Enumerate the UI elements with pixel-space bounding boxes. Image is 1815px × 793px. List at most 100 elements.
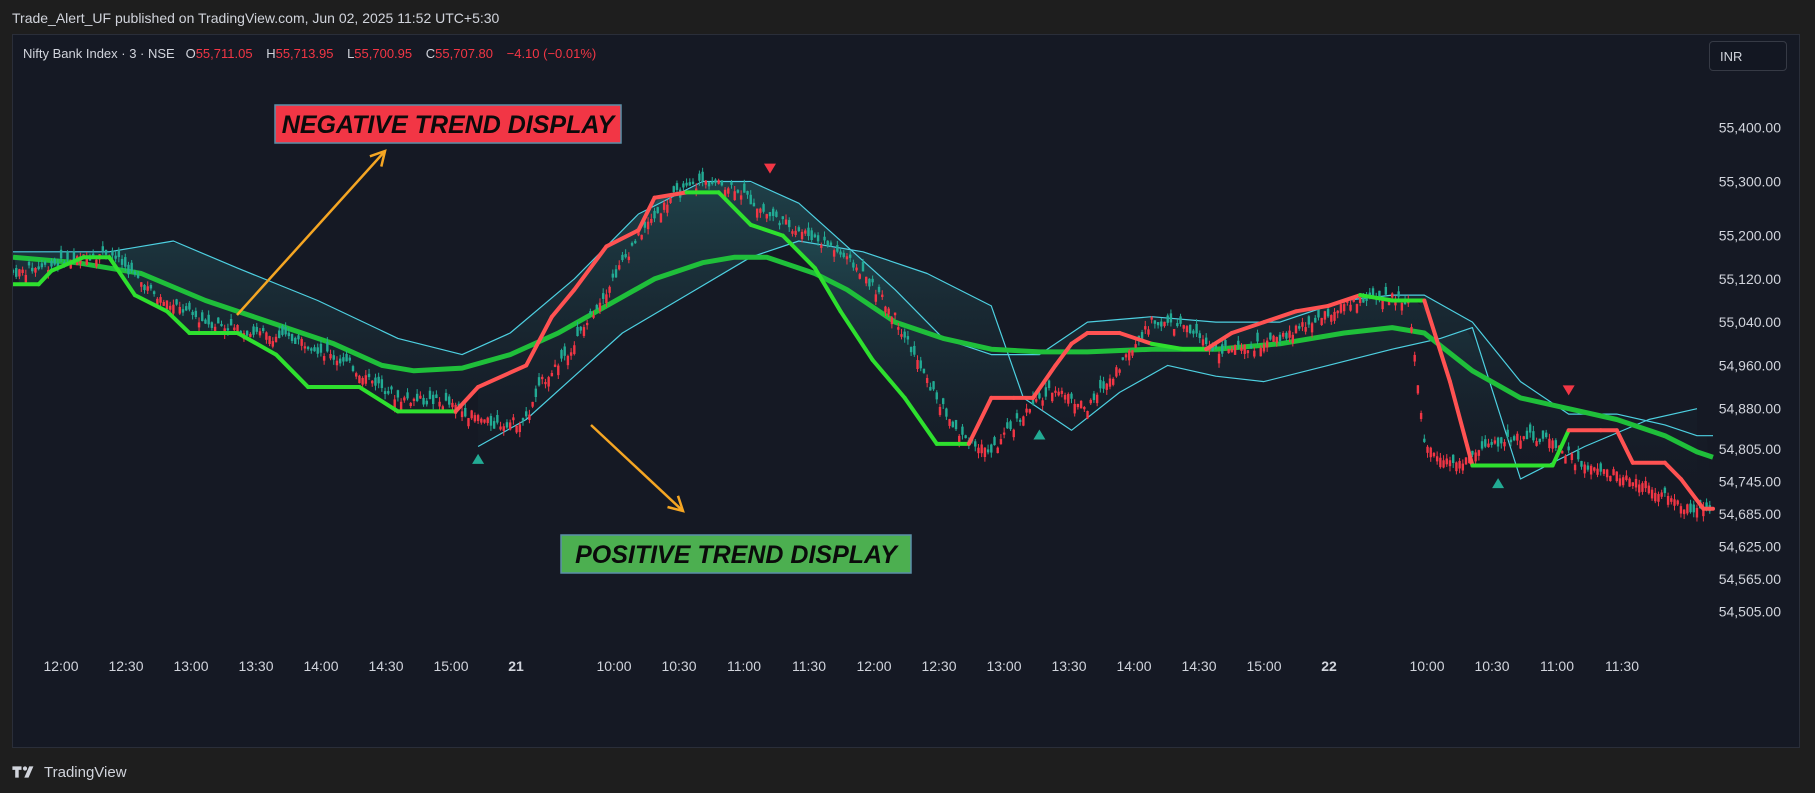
supertrend-segment: [838, 309, 875, 362]
candle-body: [1573, 464, 1577, 471]
candle-body: [1634, 478, 1638, 488]
candle-body: [877, 286, 881, 293]
candle-body: [986, 449, 990, 453]
candle-body: [1628, 478, 1631, 487]
candle-body: [820, 244, 823, 248]
candle-body: [1638, 484, 1641, 493]
lower-band-line: [477, 240, 1698, 480]
candle-body: [1233, 345, 1237, 355]
candle-body: [913, 345, 916, 355]
candle-body: [1323, 311, 1327, 320]
candle-body: [1314, 317, 1317, 323]
x-tick-label: 15:00: [433, 658, 468, 674]
open-label: O: [185, 46, 196, 61]
candle-body: [1079, 400, 1083, 409]
candle-body: [165, 300, 169, 310]
candle-body: [313, 347, 316, 352]
candle-body: [1605, 469, 1609, 478]
candle-body: [226, 328, 230, 331]
symbol-label[interactable]: Nifty Bank Index · 3 · NSE: [23, 46, 175, 61]
candle-body: [1339, 304, 1343, 313]
tradingview-logo-icon[interactable]: [12, 765, 38, 779]
candle-body: [229, 318, 233, 326]
x-tick-label: 12:00: [43, 658, 78, 674]
supertrend-segment: [1294, 303, 1331, 314]
candle-body: [1131, 350, 1134, 356]
candle-body: [1352, 298, 1355, 302]
candle-body: [460, 411, 464, 418]
candle-body: [816, 235, 820, 242]
x-tick-label: 14:30: [1181, 658, 1216, 674]
candle-body: [627, 256, 631, 261]
candle-body: [476, 415, 480, 421]
candle-body: [220, 323, 223, 327]
candle-body: [980, 444, 983, 454]
candle-body: [1355, 304, 1359, 313]
candle-body: [464, 407, 467, 417]
supertrend-segment: [235, 330, 279, 357]
buy-signal-icon: [472, 453, 485, 464]
candle-body: [393, 399, 396, 408]
candle-body: [704, 180, 708, 185]
supertrend-segment: [1117, 330, 1154, 346]
candle-body: [1060, 390, 1064, 394]
upper-band-line: [13, 180, 1713, 437]
candle-body: [701, 171, 704, 182]
candle-body: [310, 348, 313, 351]
candle-body: [290, 334, 294, 341]
footer-brand[interactable]: TradingView: [44, 763, 127, 781]
candle-body: [364, 375, 368, 384]
candle-body: [755, 208, 759, 218]
candle-body: [1519, 440, 1522, 449]
candle-body: [104, 249, 108, 255]
candle-body: [794, 230, 797, 235]
x-tick-label: 10:30: [661, 658, 696, 674]
candle-body: [1278, 334, 1282, 342]
candle-body: [1022, 416, 1025, 426]
x-tick-label: 12:30: [921, 658, 956, 674]
supertrend-segment: [1261, 309, 1299, 325]
candle-body: [1426, 446, 1429, 453]
candle-body: [1400, 302, 1404, 311]
price-chart[interactable]: 55,400.00 55,300.00 55,200.00 55,120.00 55,0…: [13, 35, 1800, 748]
chart-panel[interactable]: 55,400.00 55,300.00 55,200.00 55,120.00 55,0…: [12, 34, 1800, 748]
candle-body: [1185, 326, 1189, 333]
candle-body: [441, 406, 445, 410]
candle-body: [1002, 432, 1006, 435]
supertrend-segment: [1550, 428, 1571, 468]
candle-body: [1378, 290, 1381, 298]
candle-body: [467, 418, 470, 427]
x-tick-label: 14:30: [368, 658, 403, 674]
candle-body: [1281, 332, 1285, 337]
candle-body: [1009, 421, 1012, 430]
candle-body: [374, 377, 377, 386]
trend-cloud-lower: [478, 192, 1698, 501]
currency-selector[interactable]: INR: [1709, 41, 1787, 71]
candle-body: [1144, 326, 1147, 330]
candle-body: [1692, 504, 1695, 513]
candle-body: [496, 414, 499, 423]
candle-body: [1561, 451, 1564, 454]
supertrend-segment: [870, 358, 907, 400]
candle-body: [1538, 438, 1541, 442]
candle-body: [948, 419, 951, 426]
candle-body: [1593, 467, 1596, 471]
candle-body: [1484, 439, 1487, 447]
candle-body: [1631, 482, 1635, 486]
candle-body: [788, 220, 791, 228]
candle-body: [608, 286, 611, 293]
positive-trend-box: [560, 534, 912, 574]
candle-body: [377, 376, 380, 384]
candle-body: [893, 312, 897, 316]
candle-body: [124, 257, 127, 267]
candle-body: [444, 392, 448, 401]
candle-body: [1015, 413, 1019, 419]
candle-body: [553, 364, 557, 367]
candle-body: [672, 186, 675, 192]
candle-body: [1689, 503, 1692, 513]
candle-body: [342, 357, 345, 362]
candle-body: [1188, 324, 1192, 334]
candle-body: [1124, 354, 1128, 358]
candle-body: [749, 194, 752, 205]
candle-body: [865, 276, 868, 284]
